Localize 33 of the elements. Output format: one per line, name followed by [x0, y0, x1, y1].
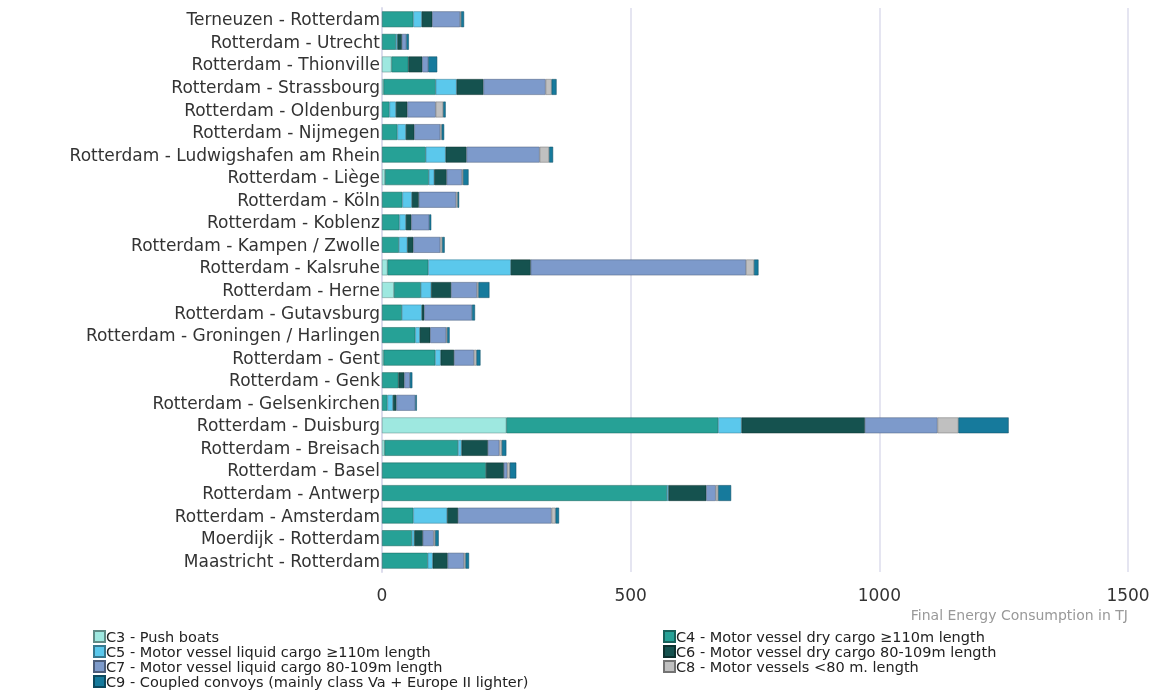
- x-tick-label: 1000: [857, 584, 901, 605]
- y-tick-label: Rotterdam - Herne: [222, 280, 380, 300]
- y-tick-label: Rotterdam - Kampen / Zwolle: [131, 234, 380, 255]
- y-tick-label: Rotterdam - Groningen / Harlingen: [85, 325, 380, 346]
- legend-label: C4 - Motor vessel dry cargo ≥110m length: [676, 628, 985, 645]
- y-tick-label: Rotterdam - Koblenz: [206, 212, 381, 233]
- y-tick-label: Rotterdam - Utrecht: [210, 31, 381, 52]
- y-tick-label: Rotterdam - Oldenburg: [184, 99, 380, 120]
- y-tick-label: Rotterdam - Strassbourg: [171, 76, 380, 97]
- y-tick-label: Rotterdam - Breisach: [200, 437, 380, 458]
- x-tick-label: 1500: [1106, 584, 1150, 605]
- y-tick-label: Rotterdam - Liège: [227, 167, 380, 188]
- x-axis-title: Final Energy Consumption in TJ: [910, 607, 1128, 623]
- y-tick-label: Rotterdam - Köln: [237, 189, 380, 210]
- y-tick-label: Rotterdam - Genk: [229, 370, 381, 391]
- x-tick-label: 500: [614, 584, 647, 605]
- y-tick-label: Rotterdam - Kalsruhe: [199, 257, 380, 278]
- y-tick-label: Rotterdam - Antwerp: [202, 483, 380, 504]
- y-tick-label: Rotterdam - Basel: [227, 460, 380, 481]
- y-tick-label: Rotterdam - Ludwigshafen am Rhein: [69, 144, 380, 165]
- y-tick-label: Terneuzen - Rotterdam: [185, 9, 380, 30]
- y-tick-label: Maastricht - Rotterdam: [183, 550, 380, 571]
- y-tick-label: Rotterdam - Gent: [232, 347, 381, 368]
- y-tick-label: Moerdijk - Rotterdam: [201, 528, 380, 549]
- x-tick-label: 0: [376, 584, 388, 605]
- legend-label: C3 - Push boats: [106, 628, 220, 645]
- y-tick-label: Rotterdam - Thionville: [191, 54, 380, 75]
- y-tick-label: Rotterdam - Nijmegen: [192, 122, 380, 143]
- legend-label: C5 - Motor vessel liquid cargo ≥110m length: [106, 643, 431, 660]
- y-tick-label: Rotterdam - Amsterdam: [174, 505, 380, 526]
- y-tick-label: Rotterdam - Gutavsburg: [174, 302, 380, 323]
- y-tick-label: Rotterdam - Duisburg: [196, 415, 380, 436]
- y-tick-label: Rotterdam - Gelsenkirchen: [152, 392, 380, 413]
